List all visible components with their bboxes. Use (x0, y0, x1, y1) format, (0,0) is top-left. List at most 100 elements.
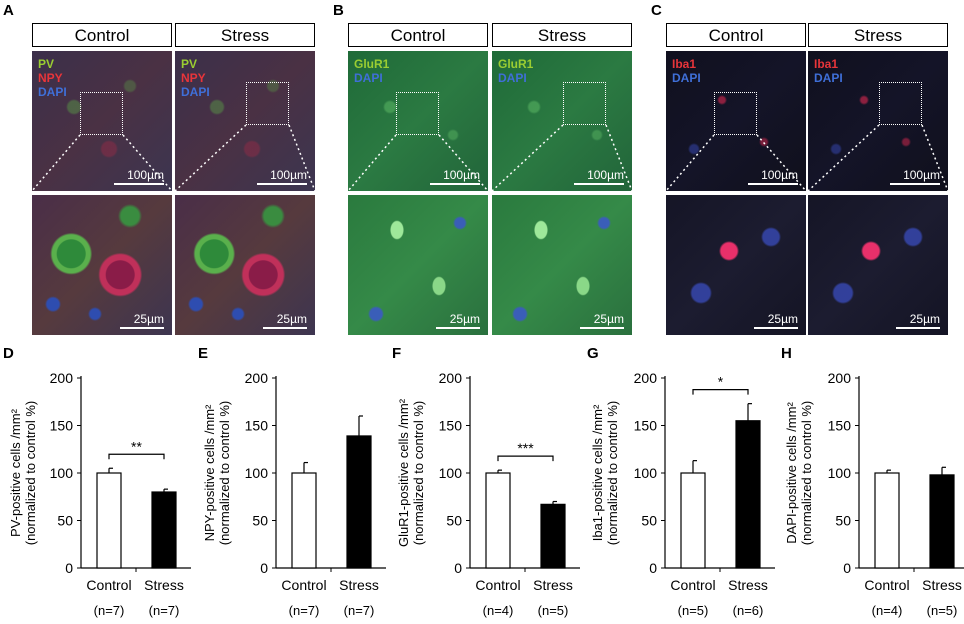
y-tick-label: 200 (50, 370, 74, 386)
panel-B-header-control: Control (348, 23, 488, 47)
significance-marker: *** (517, 440, 534, 456)
y-tick-label: 0 (260, 560, 268, 576)
y-axis-label: Iba1-positive cells /mm²(normalized to c… (590, 401, 620, 546)
stain-label: DAPI (672, 71, 701, 85)
panel-letter-C: C (651, 2, 662, 19)
y-axis-label: NPY-positive cells /mm²(normalized to co… (202, 401, 232, 546)
n-label: (n=7) (344, 603, 375, 618)
y-tick-label: 0 (649, 560, 657, 576)
scale-label: 25µm (909, 312, 940, 326)
micrograph-C-stress-overview: Iba1 DAPI 100µm (808, 51, 948, 191)
bar-control (874, 472, 900, 569)
panel-letter-B: B (333, 2, 344, 19)
stain-legend: Iba1 DAPI (672, 57, 701, 85)
y-axis-label: GluR1-positive cells /mm²(normalized to … (396, 398, 426, 547)
scale-bar: 25µm (896, 312, 940, 329)
stain-label: DAPI (38, 85, 67, 99)
zoom-region-box (879, 82, 922, 125)
chart-D: D PV-positive cells /mm²(normalized to co… (3, 345, 191, 618)
x-tick-label: Control (864, 577, 909, 593)
y-tick-label: 200 (439, 370, 463, 386)
stain-label: DAPI (498, 71, 527, 85)
micrograph-C-control-zoom: 25µm (666, 195, 806, 335)
y-tick-label: 150 (828, 418, 852, 434)
zoom-guide-line (438, 134, 488, 191)
zoom-guide-line (288, 124, 315, 191)
panel-letter-E: E (198, 345, 208, 362)
n-label: (n=4) (483, 603, 514, 618)
scale-bar: 25µm (580, 312, 624, 329)
stain-legend: Iba1 DAPI (814, 57, 843, 85)
x-tick-label: Control (86, 577, 131, 593)
y-tick-label: 0 (65, 560, 73, 576)
scale-bar: 25µm (120, 312, 164, 329)
y-tick-label: 200 (245, 370, 269, 386)
stain-label: Iba1 (814, 57, 839, 71)
zoom-guide-line (348, 134, 397, 191)
stain-legend: PV NPY DAPI (181, 57, 210, 99)
y-tick-label: 100 (439, 465, 463, 481)
stain-label: GluR1 (354, 57, 390, 71)
n-label: (n=5) (678, 603, 709, 618)
stain-legend: GluR1 DAPI (354, 57, 389, 85)
y-tick-label: 0 (843, 560, 851, 576)
bar-control (485, 472, 511, 569)
scale-bar: 25µm (436, 312, 480, 329)
micrograph-B-control-overview: GluR1 DAPI 100µm (348, 51, 488, 191)
chart-F: F GluR1-positive cells /mm²(normalized to… (392, 345, 580, 618)
zoom-guide-line (175, 124, 247, 191)
scale-label: 100µm (587, 168, 624, 182)
y-tick-label: 150 (50, 418, 74, 434)
significance-marker: ** (131, 438, 142, 454)
zoom-guide-line (605, 124, 632, 191)
n-label: (n=5) (538, 603, 569, 618)
y-tick-label: 200 (634, 370, 658, 386)
scale-bar: 100µm (430, 168, 480, 185)
bar-stress (346, 435, 372, 569)
chart-G: G Iba1-positive cells /mm²(normalized to … (587, 345, 775, 618)
y-tick-label: 50 (641, 513, 657, 529)
panel-A-header-stress: Stress (175, 23, 315, 47)
scale-label: 100µm (443, 168, 480, 182)
micrograph-B-control-zoom: 25µm (348, 195, 488, 335)
panel-letter-D: D (3, 345, 14, 362)
panel-letter-H: H (781, 345, 792, 362)
scale-bar: 100µm (257, 168, 307, 185)
y-tick-label: 200 (828, 370, 852, 386)
micrograph-A-stress-overview: PV NPY DAPI 100µm (175, 51, 315, 191)
n-label: (n=7) (289, 603, 320, 618)
x-tick-label: Stress (144, 577, 184, 593)
n-label: (n=5) (927, 603, 958, 618)
x-tick-label: Control (670, 577, 715, 593)
zoom-guide-line (808, 124, 880, 191)
y-tick-label: 100 (245, 465, 269, 481)
scale-bar: 100µm (574, 168, 624, 185)
y-axis-label-line2: (normalized to control %) (217, 401, 232, 546)
zoom-region-box (396, 92, 439, 135)
x-tick-label: Stress (728, 577, 768, 593)
zoom-region-box (246, 82, 289, 125)
panel-letter-G: G (587, 345, 599, 362)
y-axis-label-line2: (normalized to control %) (799, 401, 814, 546)
zoom-guide-line (492, 124, 564, 191)
scale-label: 25µm (449, 312, 480, 326)
scale-label: 25µm (593, 312, 624, 326)
y-tick-label: 100 (50, 465, 74, 481)
stain-legend: GluR1 DAPI (498, 57, 533, 85)
zoom-region-box (714, 92, 757, 135)
bar-control (680, 472, 706, 569)
scale-label: 25µm (276, 312, 307, 326)
micrograph-B-stress-overview: GluR1 DAPI 100µm (492, 51, 632, 191)
scale-label: 100µm (270, 168, 307, 182)
scale-label: 100µm (127, 168, 164, 182)
panel-B-header-stress: Stress (492, 23, 632, 47)
y-axis-label-line2: (normalized to control %) (411, 401, 426, 546)
y-axis-label-line1: PV-positive cells /mm² (8, 408, 23, 537)
bar-stress (929, 474, 955, 569)
panel-C-header-stress: Stress (808, 23, 948, 47)
scale-label: 25µm (133, 312, 164, 326)
zoom-guide-line (666, 134, 715, 191)
chart-H: H DAPI-positive cells /mm²(normalized to … (781, 345, 964, 618)
significance-bracket (497, 455, 554, 462)
stain-label: GluR1 (498, 57, 534, 71)
